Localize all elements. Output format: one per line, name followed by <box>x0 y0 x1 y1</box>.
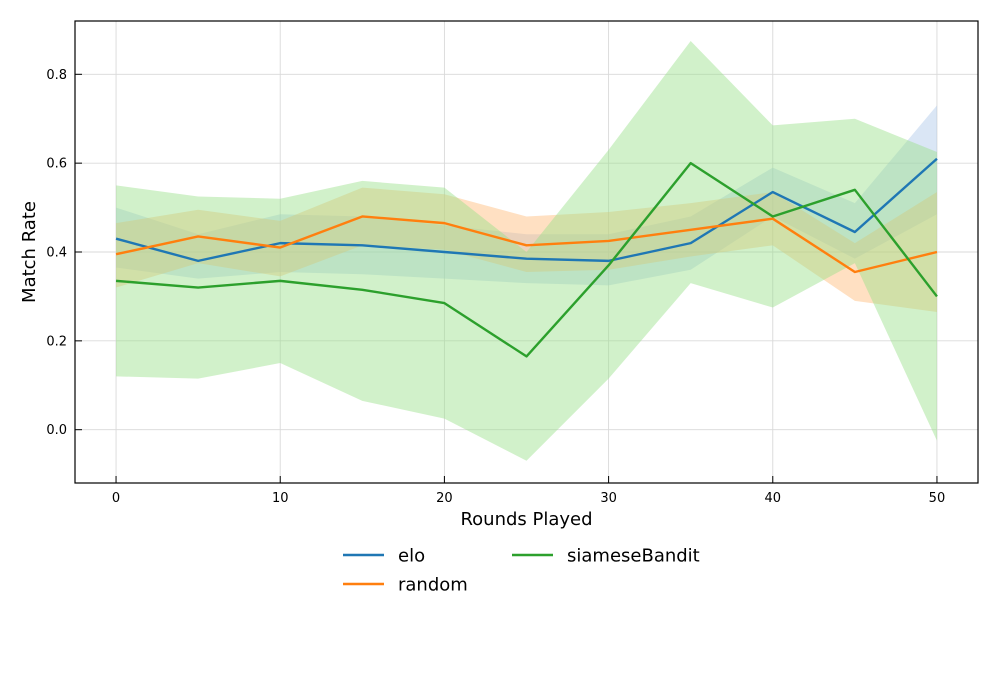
x-tick-label: 20 <box>436 491 453 506</box>
series-lines <box>115 157 938 358</box>
band-elo <box>116 105 937 286</box>
x-tick-label: 40 <box>764 491 781 506</box>
y-axis-label: Match Rate <box>19 201 40 303</box>
legend: elo random siameseBandit <box>343 546 700 596</box>
x-tick-label: 50 <box>929 491 946 506</box>
x-tick-label: 30 <box>600 491 617 506</box>
x-axis-label: Rounds Played <box>460 509 592 530</box>
axis-ticks: 0 10 20 30 40 50 0.0 0.2 0.4 0.6 0.8 <box>46 68 945 506</box>
legend-label-random: random <box>398 575 468 596</box>
band-siameseBandit <box>116 40 937 461</box>
legend-label-elo: elo <box>398 546 425 567</box>
legend-label-siameseBandit: siameseBandit <box>567 546 700 567</box>
y-tick-label: 0.0 <box>46 423 67 438</box>
series-line-elo <box>115 157 938 263</box>
series-line-random <box>115 215 938 274</box>
x-tick-label: 0 <box>112 491 120 506</box>
x-tick-label: 10 <box>272 491 289 506</box>
series-line-siameseBandit <box>115 161 938 358</box>
y-tick-label: 0.2 <box>46 334 67 349</box>
y-tick-label: 0.6 <box>46 157 67 172</box>
y-tick-label: 0.4 <box>46 246 67 261</box>
y-tick-label: 0.8 <box>46 68 67 83</box>
